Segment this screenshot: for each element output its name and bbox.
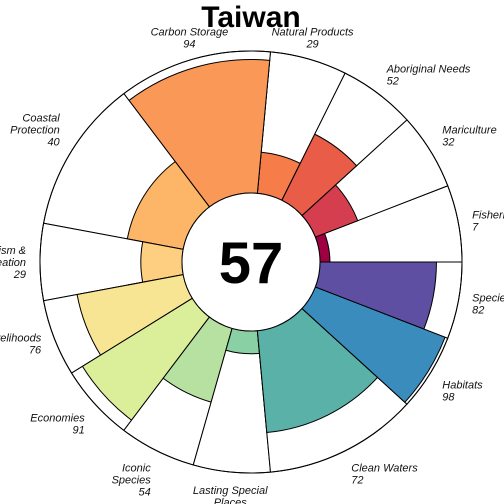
segment-label: Clean Waters 72 (351, 462, 418, 486)
outer-ring (39, 50, 463, 474)
segment-label: Natural Products 29 (272, 27, 354, 51)
segment-label: Aboriginal Needs 52 (386, 63, 471, 87)
segment-label: Tourism &Recreation29 (0, 245, 26, 281)
segment-label-line: Habitats (442, 379, 483, 391)
segment-value: 7 (472, 222, 479, 234)
segment-label-line: Protection (10, 125, 60, 137)
segment-value: 76 (29, 344, 42, 356)
segment-label: Species82 (472, 292, 504, 316)
segment-value: 82 (472, 304, 484, 316)
segment-label-line: Carbon Storage (151, 27, 229, 39)
segment-label: Lasting SpecialPlaces16 (193, 485, 268, 504)
segment-label-line: Species (472, 292, 504, 304)
center-score: 57 (219, 231, 284, 296)
segment-label-line: Lasting Special (193, 485, 268, 497)
segment-label-line: Economies (30, 413, 85, 425)
segment-label-line: Clean Waters (351, 462, 418, 474)
segment-value: 91 (72, 425, 84, 437)
segment-value: 72 (351, 474, 363, 486)
segment-label-line: Fisheries (472, 210, 504, 222)
segment-label-line: Livelihoods (0, 332, 42, 344)
segment-label: Coastal Protection 40 (10, 113, 60, 149)
segment-value: 98 (442, 391, 455, 403)
segment-label-line: Recreation (0, 257, 26, 269)
segment-value: 40 (47, 137, 60, 149)
segment-label-line: Iconic (122, 462, 151, 474)
segment-label: Mariculture 32 (442, 125, 496, 149)
segment-label-line: Natural Products (272, 27, 354, 39)
segment-label-line: Coastal (22, 113, 60, 125)
segment-label: Fisheries7 (472, 210, 504, 234)
segment-value: 29 (13, 269, 26, 281)
segment-label-line: Tourism & (0, 245, 26, 257)
segment-label: Iconic Species 54 (112, 462, 152, 498)
segment-label-line: Mariculture (442, 125, 496, 137)
segment-value: 94 (183, 39, 195, 51)
segment-label: Carbon Storage 94 (151, 27, 229, 51)
segment-value: 52 (387, 75, 399, 87)
segment-value: 29 (305, 39, 318, 51)
segment-value: 32 (442, 137, 454, 149)
segment-label-line: Aboriginal Needs (386, 63, 471, 75)
labels-group: Fisheries7Mariculture32Aboriginal Needs5… (0, 27, 504, 504)
center-hole (181, 192, 321, 332)
segment-label: Economies 91 (30, 413, 85, 437)
segment-value: 54 (138, 486, 150, 498)
segment-label-line: Places (214, 497, 248, 504)
petal-bar (225, 327, 261, 355)
segment-label-line: Species (112, 474, 152, 486)
segment-label: Habitats 98 (442, 379, 483, 403)
segment-label: Livelihoods76 (0, 332, 42, 356)
chart-title: Taiwan (201, 1, 300, 34)
